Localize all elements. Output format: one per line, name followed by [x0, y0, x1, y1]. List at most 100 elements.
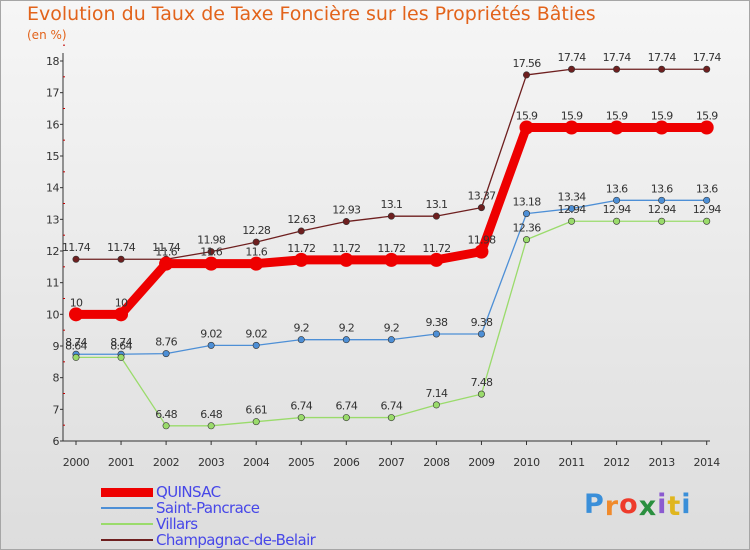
data-point-champagnac-de-belair: [252, 238, 260, 246]
data-label-villars: 6.48: [155, 408, 177, 421]
data-label-quinsac: 11.6: [245, 246, 267, 259]
data-point-saint-pancrace: [342, 336, 350, 344]
y-tick-label: 15: [46, 150, 59, 163]
legend-swatch: [101, 523, 153, 525]
data-label-villars: 12.94: [648, 203, 677, 216]
legend-label: Saint-Pancrace: [156, 499, 260, 517]
x-tick-label: 2004: [243, 456, 270, 469]
data-label-quinsac: 11.6: [155, 246, 177, 259]
data-point-saint-pancrace: [522, 210, 530, 218]
y-tick-label: 14: [46, 182, 59, 195]
x-tick-label: 2000: [63, 456, 90, 469]
data-label-villars: 6.74: [335, 400, 357, 413]
x-tick-label: 2002: [153, 456, 179, 469]
data-point-champagnac-de-belair: [613, 65, 621, 73]
data-point-champagnac-de-belair: [703, 65, 711, 73]
data-label-saint-pancrace: 9.02: [200, 327, 222, 340]
data-point-saint-pancrace: [432, 330, 440, 338]
x-tick-label: 2007: [378, 456, 405, 469]
data-label-saint-pancrace: 9.38: [471, 316, 493, 329]
data-label-champagnac-de-belair: 11.98: [197, 234, 226, 247]
data-point-quinsac: [474, 244, 489, 259]
data-label-quinsac: 11.72: [332, 242, 360, 255]
data-point-saint-pancrace: [162, 350, 170, 358]
data-label-saint-pancrace: 8.74: [65, 336, 87, 349]
x-tick-label: 2008: [423, 456, 450, 469]
data-point-saint-pancrace: [613, 196, 621, 204]
data-point-quinsac: [114, 307, 129, 322]
data-label-villars: 6.48: [200, 408, 222, 421]
data-point-villars: [477, 390, 485, 398]
data-label-champagnac-de-belair: 11.74: [62, 241, 91, 254]
data-point-saint-pancrace: [297, 336, 305, 344]
legend-label: QUINSAC: [156, 483, 221, 501]
logo-letter: o: [619, 489, 639, 520]
data-label-saint-pancrace: 9.2: [294, 322, 309, 335]
data-label-quinsac: 15.9: [561, 110, 583, 123]
legend-swatch: [101, 507, 153, 509]
data-point-champagnac-de-belair: [342, 218, 350, 226]
data-label-saint-pancrace: 13.34: [558, 191, 587, 204]
data-label-villars: 6.74: [380, 400, 402, 413]
series-line-champagnac-de-belair: [76, 68, 707, 260]
data-label-quinsac: 11.72: [377, 242, 405, 255]
data-point-champagnac-de-belair: [297, 227, 305, 235]
x-tick-label: 2005: [288, 456, 315, 469]
y-tick-label: 12: [46, 245, 59, 258]
data-point-quinsac: [699, 120, 714, 135]
y-tick-label: 6: [53, 435, 60, 448]
data-label-quinsac: 15.9: [516, 110, 538, 123]
data-label-champagnac-de-belair: 12.63: [287, 213, 316, 226]
data-point-villars: [117, 353, 125, 361]
data-point-quinsac: [204, 256, 219, 271]
data-label-champagnac-de-belair: 11.74: [107, 241, 136, 254]
data-point-quinsac: [609, 120, 624, 135]
data-label-villars: 6.61: [245, 404, 267, 417]
logo-letter: P: [584, 489, 605, 520]
data-label-villars: 12.94: [693, 203, 722, 216]
x-tick-label: 2001: [108, 456, 134, 469]
data-label-villars: 7.14: [426, 387, 448, 400]
y-tick-label: 16: [46, 118, 59, 131]
data-point-villars: [72, 353, 80, 361]
x-tick-label: 2011: [558, 456, 584, 469]
data-point-villars: [613, 217, 621, 225]
x-tick-label: 2009: [468, 456, 495, 469]
data-label-quinsac: 15.9: [696, 110, 718, 123]
data-label-villars: 12.94: [558, 203, 587, 216]
legend-swatch: [101, 539, 153, 541]
data-point-villars: [703, 217, 711, 225]
data-point-villars: [252, 418, 260, 426]
legend-swatch: [101, 487, 153, 497]
data-label-villars: 12.36: [513, 222, 542, 235]
data-point-champagnac-de-belair: [658, 65, 666, 73]
data-point-saint-pancrace: [387, 336, 395, 344]
logo-letter: t: [667, 491, 682, 522]
data-point-quinsac: [339, 252, 354, 267]
data-point-quinsac: [519, 120, 534, 135]
data-label-villars: 8.64: [65, 339, 87, 352]
data-label-champagnac-de-belair: 13.37: [467, 190, 496, 203]
data-point-quinsac: [249, 256, 264, 271]
data-point-villars: [162, 422, 170, 430]
data-point-villars: [387, 414, 395, 422]
data-label-saint-pancrace: 9.02: [245, 327, 267, 340]
y-tick-label: 13: [46, 213, 59, 226]
x-tick-label: 2010: [513, 456, 540, 469]
data-label-champagnac-de-belair: 11.74: [152, 241, 181, 254]
data-point-villars: [297, 414, 305, 422]
data-point-champagnac-de-belair: [432, 212, 440, 220]
data-point-champagnac-de-belair: [117, 255, 125, 263]
data-point-saint-pancrace: [477, 330, 485, 338]
data-label-saint-pancrace: 13.6: [696, 182, 718, 195]
data-point-quinsac: [384, 252, 399, 267]
logo-letter: x: [638, 491, 658, 522]
data-point-saint-pancrace: [703, 196, 711, 204]
data-label-villars: 7.48: [471, 376, 493, 389]
logo-letter: i: [681, 489, 692, 520]
data-label-villars: 12.94: [603, 203, 632, 216]
proxiti-logo: Proxiti: [584, 489, 692, 522]
data-point-champagnac-de-belair: [477, 204, 485, 212]
data-point-villars: [342, 414, 350, 422]
